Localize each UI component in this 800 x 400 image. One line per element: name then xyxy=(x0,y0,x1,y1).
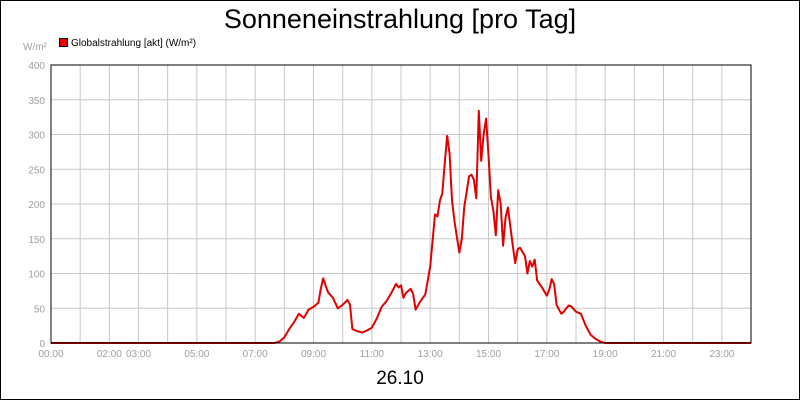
legend-label: Globalstrahlung [akt] (W/m²) xyxy=(71,38,197,49)
x-tick-label: 00:00 xyxy=(38,349,63,360)
legend-swatch xyxy=(59,38,68,47)
x-tick-label: 13:00 xyxy=(418,349,443,360)
series-group xyxy=(51,109,751,344)
grid xyxy=(51,65,751,343)
x-tick-label: 03:00 xyxy=(126,349,151,360)
y-tick-label: 0 xyxy=(39,339,45,350)
y-tick-label: 200 xyxy=(28,200,45,211)
y-tick-label: 300 xyxy=(28,131,45,142)
x-tick-label: 05:00 xyxy=(184,349,209,360)
x-tick-label: 09:00 xyxy=(301,349,326,360)
y-tick-label: 250 xyxy=(28,165,45,176)
x-tick-label: 07:00 xyxy=(243,349,268,360)
y-tick-label: 100 xyxy=(28,270,45,281)
x-tick-label: 21:00 xyxy=(651,349,676,360)
x-tick-label: 17:00 xyxy=(534,349,559,360)
y-tick-label: 400 xyxy=(28,61,45,72)
x-tick-label: 15:00 xyxy=(476,349,501,360)
y-tick-label: 150 xyxy=(28,235,45,246)
x-tick-label: 19:00 xyxy=(593,349,618,360)
date-label: 26.10 xyxy=(376,368,424,389)
chart-title: Sonneneinstrahlung [pro Tag] xyxy=(223,4,577,34)
y-tick-label: 350 xyxy=(28,96,45,107)
legend: Globalstrahlung [akt] (W/m²) xyxy=(59,38,196,49)
plot-border xyxy=(50,64,752,344)
x-tick-label: 23:00 xyxy=(709,349,734,360)
y-axis-ticks: 0 50 100 150 200 250 300 350 400 xyxy=(28,61,45,350)
x-axis-ticks: 00:00 02:00 03:00 05:00 07:00 09:00 11:00 13:00… xyxy=(38,349,734,360)
series-line-globalstrahlung xyxy=(51,109,751,344)
y-tick-label: 50 xyxy=(34,304,46,315)
y-unit-label: W/m² xyxy=(23,42,47,53)
x-tick-label: 11:00 xyxy=(360,349,385,360)
x-tick-label: 02:00 xyxy=(97,349,122,360)
